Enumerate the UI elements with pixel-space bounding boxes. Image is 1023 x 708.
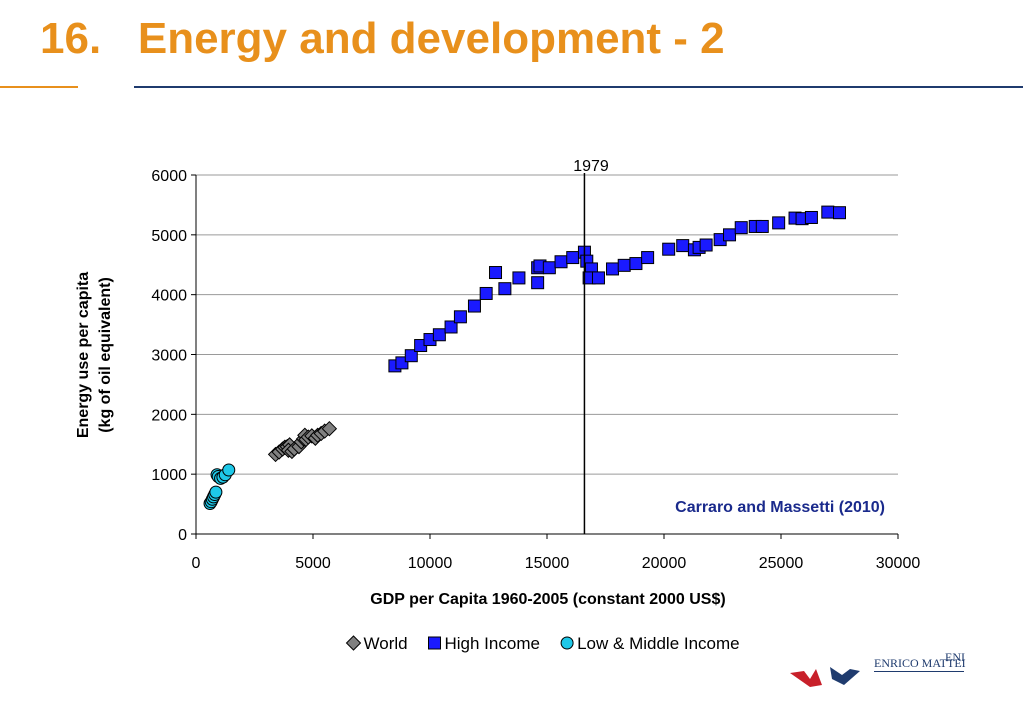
data-point [699,238,713,252]
data-point [489,266,503,280]
logo-subtext: ENRICO MATTEI [874,656,966,670]
vline-label: 1979 [573,158,609,175]
data-point [566,251,580,265]
logo-flame-shape [790,669,822,687]
data-point [542,261,556,275]
y-tick-label: 3000 [151,348,187,365]
legend-label: World [364,634,408,653]
data-point [432,328,446,342]
source-annotation: Carraro and Massetti (2010) [675,499,885,516]
data-point [606,262,620,276]
data-point [467,299,481,313]
x-tick-label: 15000 [525,555,570,572]
data-point [222,463,236,477]
data-point [512,271,526,285]
data-point [554,255,568,269]
axes: 0 1000 2000 3000 4000 5000 6000 0 5000 10000 15000… [151,168,920,572]
y-tick-label: 1000 [151,467,187,484]
data-point [617,258,631,272]
legend-marker [345,635,362,651]
y-tick-label: 6000 [151,168,187,185]
title-rule [134,86,1023,88]
legend-marker [560,636,574,650]
data-point [723,228,737,242]
data-point [591,271,605,285]
title-rule-accent [0,86,78,88]
grid-lines [196,174,898,475]
y-tick-label: 0 [178,527,187,544]
data-point [833,206,846,220]
logo-rule [874,671,964,672]
data-point [209,485,223,499]
legend-label: High Income [445,634,540,653]
legend: World High Income Low & Middle Income [345,634,740,653]
data-point [755,219,769,233]
data-point [821,205,835,219]
data-point [734,221,748,235]
x-tick-label: 30000 [876,555,921,572]
data-point [641,251,655,265]
data-point [804,210,818,224]
data-point [629,257,643,271]
x-tick-label: 20000 [642,555,687,572]
data-point [498,282,512,296]
eni-logo: ENI ENRICO MATTEI [790,650,966,687]
y-axis-label-line1: Energy use per capita [75,272,92,438]
y-axis-label-line2: (kg of oil equivalent) [97,277,114,433]
logo-wave-shape [830,667,860,685]
logo-text: ENI [945,650,965,664]
x-tick-label: 5000 [295,555,331,572]
y-tick-label: 5000 [151,228,187,245]
data-point [479,286,493,300]
y-tick-label: 2000 [151,407,187,424]
data-point [662,242,676,256]
data-points [203,205,846,510]
data-point [772,216,786,230]
data-point [676,239,690,253]
data-point [531,276,545,290]
data-point [404,349,418,363]
x-tick-label: 25000 [759,555,804,572]
data-point [321,420,338,437]
x-tick-label: 10000 [408,555,453,572]
data-point [444,320,458,334]
legend-marker [428,636,441,650]
legend-label: Low & Middle Income [577,634,740,653]
x-tick-label: 0 [192,555,201,572]
data-point [453,310,467,324]
x-axis-label: GDP per Capita 1960-2005 (constant 2000 … [370,591,725,608]
slide-title: 16. Energy and development - 2 [40,14,725,63]
y-tick-label: 4000 [151,288,187,305]
